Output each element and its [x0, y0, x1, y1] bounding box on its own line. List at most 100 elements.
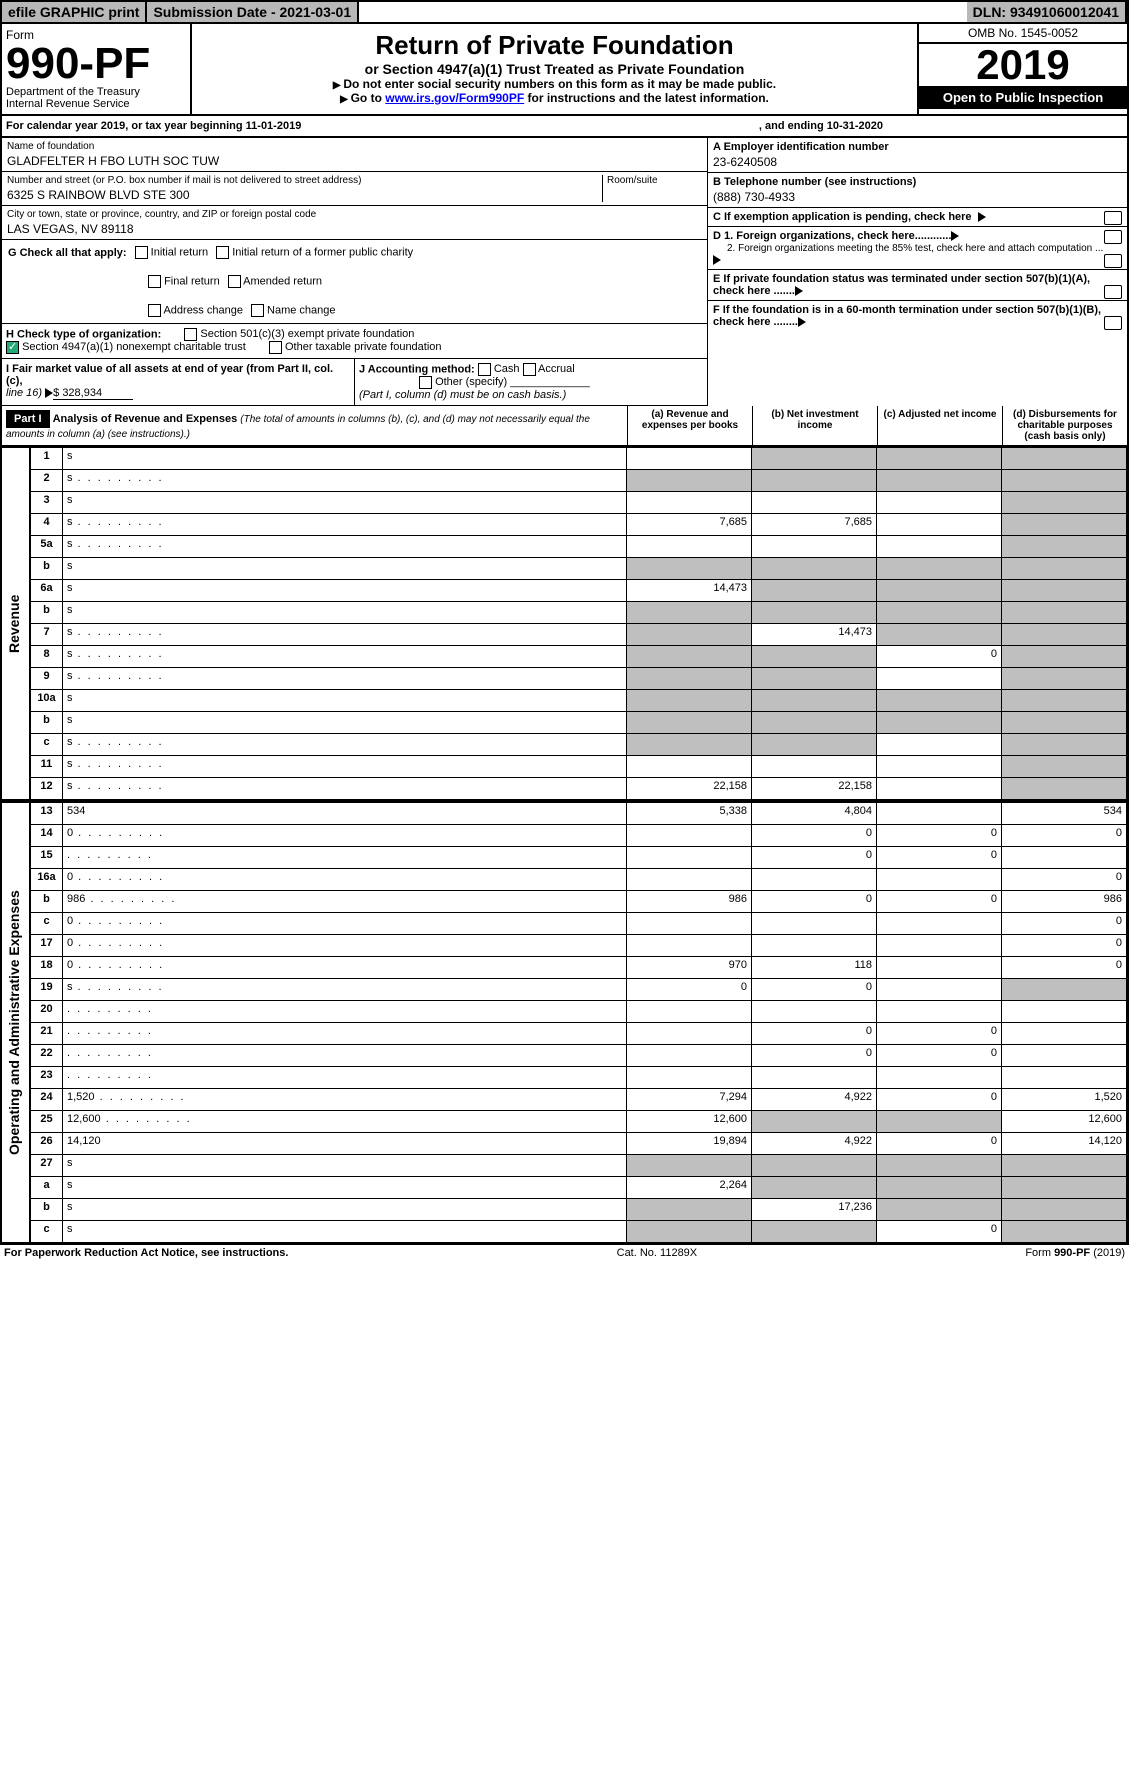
expenses-section: Operating and Administrative Expenses 13… — [0, 802, 1129, 1245]
cb-501c3[interactable] — [184, 328, 197, 341]
instr-2: Go to www.irs.gov/Form990PF for instruct… — [198, 91, 911, 105]
table-row: 1700 — [31, 935, 1127, 957]
table-row: 5as — [31, 536, 1127, 558]
cb-other-taxable[interactable] — [269, 341, 282, 354]
table-row: 10as — [31, 690, 1127, 712]
col-c: (c) Adjusted net income — [877, 406, 1002, 445]
ein: 23-6240508 — [713, 153, 1122, 169]
a-label: A Employer identification number — [713, 141, 1122, 153]
c-label: C If exemption application is pending, c… — [713, 211, 972, 223]
table-row: 11s — [31, 756, 1127, 778]
part1-header-row: Part I Analysis of Revenue and Expenses … — [0, 406, 1129, 447]
col-b: (b) Net investment income — [752, 406, 877, 445]
addr-label: Number and street (or P.O. box number if… — [7, 175, 602, 186]
foundation-name: GLADFELTER H FBO LUTH SOC TUW — [7, 152, 702, 168]
submission-date: Submission Date - 2021-03-01 — [147, 2, 359, 22]
phone: (888) 730-4933 — [713, 188, 1122, 204]
table-row: bs — [31, 602, 1127, 624]
table-row: 140000 — [31, 825, 1127, 847]
table-row: b98698600986 — [31, 891, 1127, 913]
table-row: 19s00 — [31, 979, 1127, 1001]
cb-d2[interactable] — [1104, 254, 1122, 268]
table-row: 2512,60012,60012,600 — [31, 1111, 1127, 1133]
form-number: 990-PF — [6, 42, 186, 86]
e-label: E If private foundation status was termi… — [713, 273, 1090, 297]
cb-final-return[interactable] — [148, 275, 161, 288]
j-label: J Accounting method: — [359, 363, 475, 375]
table-row: 20 — [31, 1001, 1127, 1023]
revenue-table: 1s2s3s4s7,6857,6855asbs6as14,473bs7s14,4… — [30, 447, 1127, 800]
f-label: F If the foundation is in a 60-month ter… — [713, 304, 1101, 328]
col-d: (d) Disbursements for charitable purpose… — [1002, 406, 1127, 445]
address: 6325 S RAINBOW BLVD STE 300 — [7, 186, 602, 202]
table-row: 12s22,15822,158 — [31, 778, 1127, 800]
cb-cash[interactable] — [478, 363, 491, 376]
table-row: 4s7,6857,685 — [31, 514, 1127, 536]
cb-initial-return[interactable] — [135, 246, 148, 259]
table-row: 2100 — [31, 1023, 1127, 1045]
table-row: c00 — [31, 913, 1127, 935]
cb-amended[interactable] — [228, 275, 241, 288]
city-label: City or town, state or province, country… — [7, 209, 702, 220]
i-label: I Fair market value of all assets at end… — [6, 363, 333, 387]
part1-badge: Part I — [6, 410, 50, 428]
cb-c[interactable] — [1104, 211, 1122, 225]
table-row: cs — [31, 734, 1127, 756]
d1-label: D 1. Foreign organizations, check here..… — [713, 230, 951, 242]
expenses-label: Operating and Administrative Expenses — [2, 802, 30, 1243]
city: LAS VEGAS, NV 89118 — [7, 220, 702, 236]
cb-initial-former[interactable] — [216, 246, 229, 259]
cb-e[interactable] — [1104, 285, 1122, 299]
table-row: 2200 — [31, 1045, 1127, 1067]
cb-other-method[interactable] — [419, 376, 432, 389]
open-public: Open to Public Inspection — [919, 86, 1127, 109]
table-row: bs — [31, 558, 1127, 580]
irs: Internal Revenue Service — [6, 98, 186, 110]
footer-cat: Cat. No. 11289X — [617, 1247, 698, 1259]
table-row: 1500 — [31, 847, 1127, 869]
ij-row: I Fair market value of all assets at end… — [2, 359, 707, 406]
table-row: 3s — [31, 492, 1127, 514]
revenue-section: Revenue 1s2s3s4s7,6857,6855asbs6as14,473… — [0, 447, 1129, 802]
table-row: 241,5207,2944,92201,520 — [31, 1089, 1127, 1111]
cb-accrual[interactable] — [523, 363, 536, 376]
irs-link[interactable]: www.irs.gov/Form990PF — [385, 91, 524, 105]
d2-label: 2. Foreign organizations meeting the 85%… — [727, 243, 1103, 254]
page-footer: For Paperwork Reduction Act Notice, see … — [0, 1245, 1129, 1261]
table-row: 7s14,473 — [31, 624, 1127, 646]
table-row: bs17,236 — [31, 1199, 1127, 1221]
table-row: 8s0 — [31, 646, 1127, 668]
g-row: G Check all that apply: Initial return I… — [2, 240, 707, 324]
cb-4947[interactable] — [6, 341, 19, 354]
table-row: 2614,12019,8944,922014,120 — [31, 1133, 1127, 1155]
b-label: B Telephone number (see instructions) — [713, 176, 1122, 188]
table-row: 2s — [31, 470, 1127, 492]
table-row: 6as14,473 — [31, 580, 1127, 602]
calendar-year-row: For calendar year 2019, or tax year begi… — [0, 116, 1129, 138]
expenses-table: 135345,3384,804534140000150016a00b986986… — [30, 802, 1127, 1243]
cb-name-change[interactable] — [251, 304, 264, 317]
top-bar: efile GRAPHIC print Submission Date - 20… — [0, 0, 1129, 24]
info-grid: Name of foundationGLADFELTER H FBO LUTH … — [0, 138, 1129, 406]
table-row: 1s — [31, 448, 1127, 470]
tax-year: 2019 — [919, 44, 1127, 86]
table-row: 16a00 — [31, 869, 1127, 891]
h-label: H Check type of organization: — [6, 328, 161, 340]
cb-address-change[interactable] — [148, 304, 161, 317]
table-row: bs — [31, 712, 1127, 734]
table-row: as2,264 — [31, 1177, 1127, 1199]
g-label: G Check all that apply: — [8, 247, 127, 259]
dln: DLN: 93491060012041 — [967, 2, 1127, 22]
room-label: Room/suite — [602, 175, 702, 202]
cb-f[interactable] — [1104, 316, 1122, 330]
footer-form: Form 990-PF (2019) — [1025, 1247, 1125, 1259]
form-subtitle: or Section 4947(a)(1) Trust Treated as P… — [198, 61, 911, 77]
part1-title: Analysis of Revenue and Expenses — [53, 413, 238, 425]
revenue-label: Revenue — [2, 447, 30, 800]
table-row: cs0 — [31, 1221, 1127, 1243]
cb-d1[interactable] — [1104, 230, 1122, 244]
footer-left: For Paperwork Reduction Act Notice, see … — [4, 1247, 288, 1259]
form-title: Return of Private Foundation — [198, 30, 911, 61]
form-header: Form 990-PF Department of the Treasury I… — [0, 24, 1129, 116]
table-row: 1809701180 — [31, 957, 1127, 979]
